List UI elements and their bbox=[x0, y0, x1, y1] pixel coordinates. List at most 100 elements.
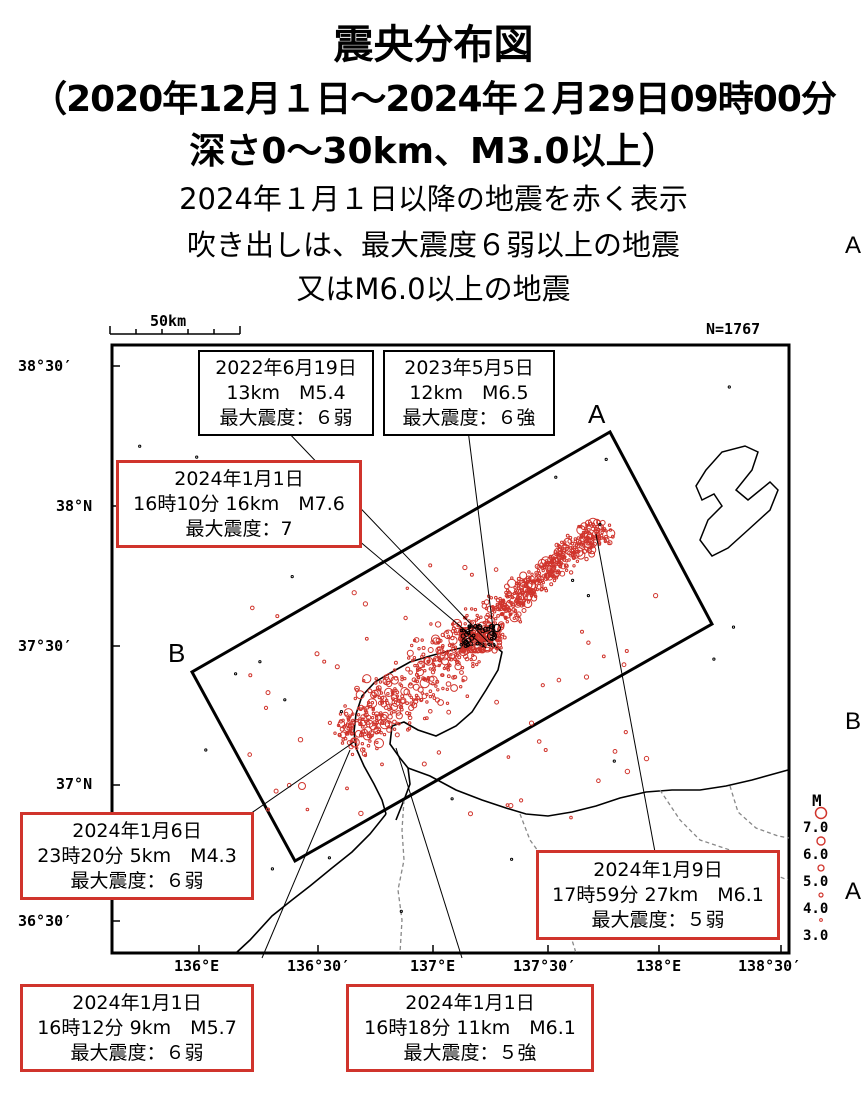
epicenter-dot bbox=[508, 612, 512, 617]
epicenter-dot bbox=[570, 542, 575, 546]
epicenter-dot bbox=[549, 582, 554, 587]
epicenter-dot bbox=[560, 551, 566, 556]
epicenter-points bbox=[134, 384, 736, 914]
epicenter-dot bbox=[428, 689, 433, 694]
epicenter-dot bbox=[384, 673, 394, 683]
epicenter-dot bbox=[537, 558, 547, 568]
epicenter-dot bbox=[389, 711, 394, 715]
epicenter-dot bbox=[412, 683, 420, 691]
epicenter-dot bbox=[607, 523, 612, 527]
callout-date: 2024年1月6日 bbox=[72, 820, 202, 842]
epicenter-dot bbox=[471, 655, 478, 661]
epicenter-dot bbox=[362, 674, 372, 684]
epicenter-dot bbox=[492, 610, 497, 614]
epicenter-dot bbox=[467, 624, 472, 629]
epicenter-dot bbox=[428, 563, 433, 568]
epicenter-dot bbox=[399, 702, 403, 706]
epicenter-dot bbox=[450, 644, 454, 648]
epicenter-dot bbox=[543, 574, 548, 578]
epicenter-dot bbox=[473, 607, 478, 612]
callout-detail: 16時18分 11km M6.1 bbox=[364, 1017, 576, 1039]
epicenter-dot bbox=[333, 731, 337, 735]
legend-value-5: 5.0 bbox=[803, 874, 829, 890]
epicenter-dot bbox=[476, 616, 481, 621]
epicenter-dot bbox=[583, 536, 591, 544]
epicenter-dot bbox=[377, 718, 384, 725]
epicenter-dot bbox=[351, 590, 357, 596]
epicenter-dot bbox=[450, 635, 455, 641]
epicenter-dot bbox=[521, 584, 525, 588]
epicenter-dot bbox=[386, 692, 390, 696]
epicenter-dot bbox=[410, 643, 414, 648]
epicenter-dot bbox=[601, 654, 606, 659]
epicenter-dot bbox=[712, 657, 716, 661]
epicenter-dot bbox=[494, 699, 500, 705]
epicenter-dot bbox=[428, 675, 438, 686]
epicenter-dot bbox=[395, 721, 399, 725]
epicenter-dot bbox=[487, 642, 491, 646]
epicenter-dot bbox=[504, 594, 509, 598]
epicenter-dot bbox=[597, 541, 602, 545]
epicenter-dot bbox=[544, 559, 549, 563]
epicenter-dot bbox=[554, 542, 560, 548]
epicenter-dot bbox=[516, 596, 521, 601]
epicenter-dot bbox=[350, 752, 355, 757]
epicenter-dot bbox=[390, 691, 395, 696]
epicenter-dot bbox=[475, 613, 479, 618]
callout-intensity: 最大震度：５弱 bbox=[591, 909, 725, 931]
epicenter-dot bbox=[424, 716, 429, 720]
callout-intensity: 最大震度：６強 bbox=[402, 407, 536, 429]
epicenter-dot bbox=[363, 753, 368, 758]
epicenter-dot bbox=[623, 730, 628, 735]
epicenter-dot bbox=[341, 718, 345, 722]
epicenter-dot bbox=[446, 649, 450, 654]
epicenter-dot bbox=[475, 624, 480, 629]
epicenter-dot bbox=[554, 475, 558, 479]
epicenter-dot bbox=[366, 743, 371, 748]
epicenter-dot bbox=[393, 660, 398, 665]
section-label-a: A bbox=[588, 399, 606, 429]
epicenter-dot bbox=[464, 656, 470, 662]
epicenter-dot bbox=[573, 537, 577, 541]
epicenter-dot bbox=[419, 661, 423, 665]
epicenter-dot bbox=[322, 659, 327, 664]
epicenter-dot bbox=[544, 588, 549, 593]
epicenter-dot bbox=[521, 608, 527, 613]
lon-label-136-30: 136°30′ bbox=[287, 957, 351, 975]
epicenter-dot bbox=[495, 602, 499, 607]
epicenter-dot bbox=[579, 535, 584, 540]
epicenter-dot bbox=[374, 681, 378, 685]
epicenter-dot bbox=[346, 731, 350, 736]
magnitude-legend bbox=[814, 806, 828, 922]
scale-bar bbox=[109, 326, 241, 335]
coastline-noto-east bbox=[389, 639, 503, 821]
epicenter-dot bbox=[366, 721, 370, 725]
epicenter-dot bbox=[596, 778, 601, 784]
epicenter-dot bbox=[409, 695, 413, 700]
epicenter-dot bbox=[463, 607, 468, 611]
epicenter-dot bbox=[339, 710, 343, 714]
epicenter-dot bbox=[494, 595, 498, 600]
callout-date: 2024年1月1日 bbox=[405, 992, 535, 1014]
epicenter-dot bbox=[428, 709, 433, 714]
epicenter-dot bbox=[573, 547, 584, 557]
epicenter-dot bbox=[441, 657, 450, 666]
epicenter-dot bbox=[358, 722, 362, 727]
subtitle-callout-note-2: 又はM6.0以上の地震 bbox=[296, 272, 571, 306]
callout-date: 2024年1月1日 bbox=[72, 992, 202, 1014]
epicenter-dot bbox=[343, 704, 347, 708]
epicenter-dot bbox=[563, 540, 567, 544]
epicenter-dot bbox=[379, 691, 384, 695]
epicenter-dot bbox=[373, 726, 382, 735]
epicenter-dot bbox=[420, 638, 424, 642]
epicenter-dot bbox=[586, 594, 591, 598]
epicenter-dot bbox=[366, 702, 373, 709]
epicenter-dot bbox=[487, 631, 497, 641]
epicenter-dot bbox=[362, 679, 366, 683]
epicenter-dot bbox=[334, 664, 340, 670]
epicenter-dot bbox=[406, 649, 414, 657]
epicenter-dot bbox=[387, 707, 391, 712]
epicenter-dot bbox=[580, 522, 588, 531]
callout-2024-01-01-1610: 2024年1月1日 16時10分 16km M7.6 最大震度：7 bbox=[116, 460, 362, 548]
epicenter-dot bbox=[469, 572, 474, 577]
